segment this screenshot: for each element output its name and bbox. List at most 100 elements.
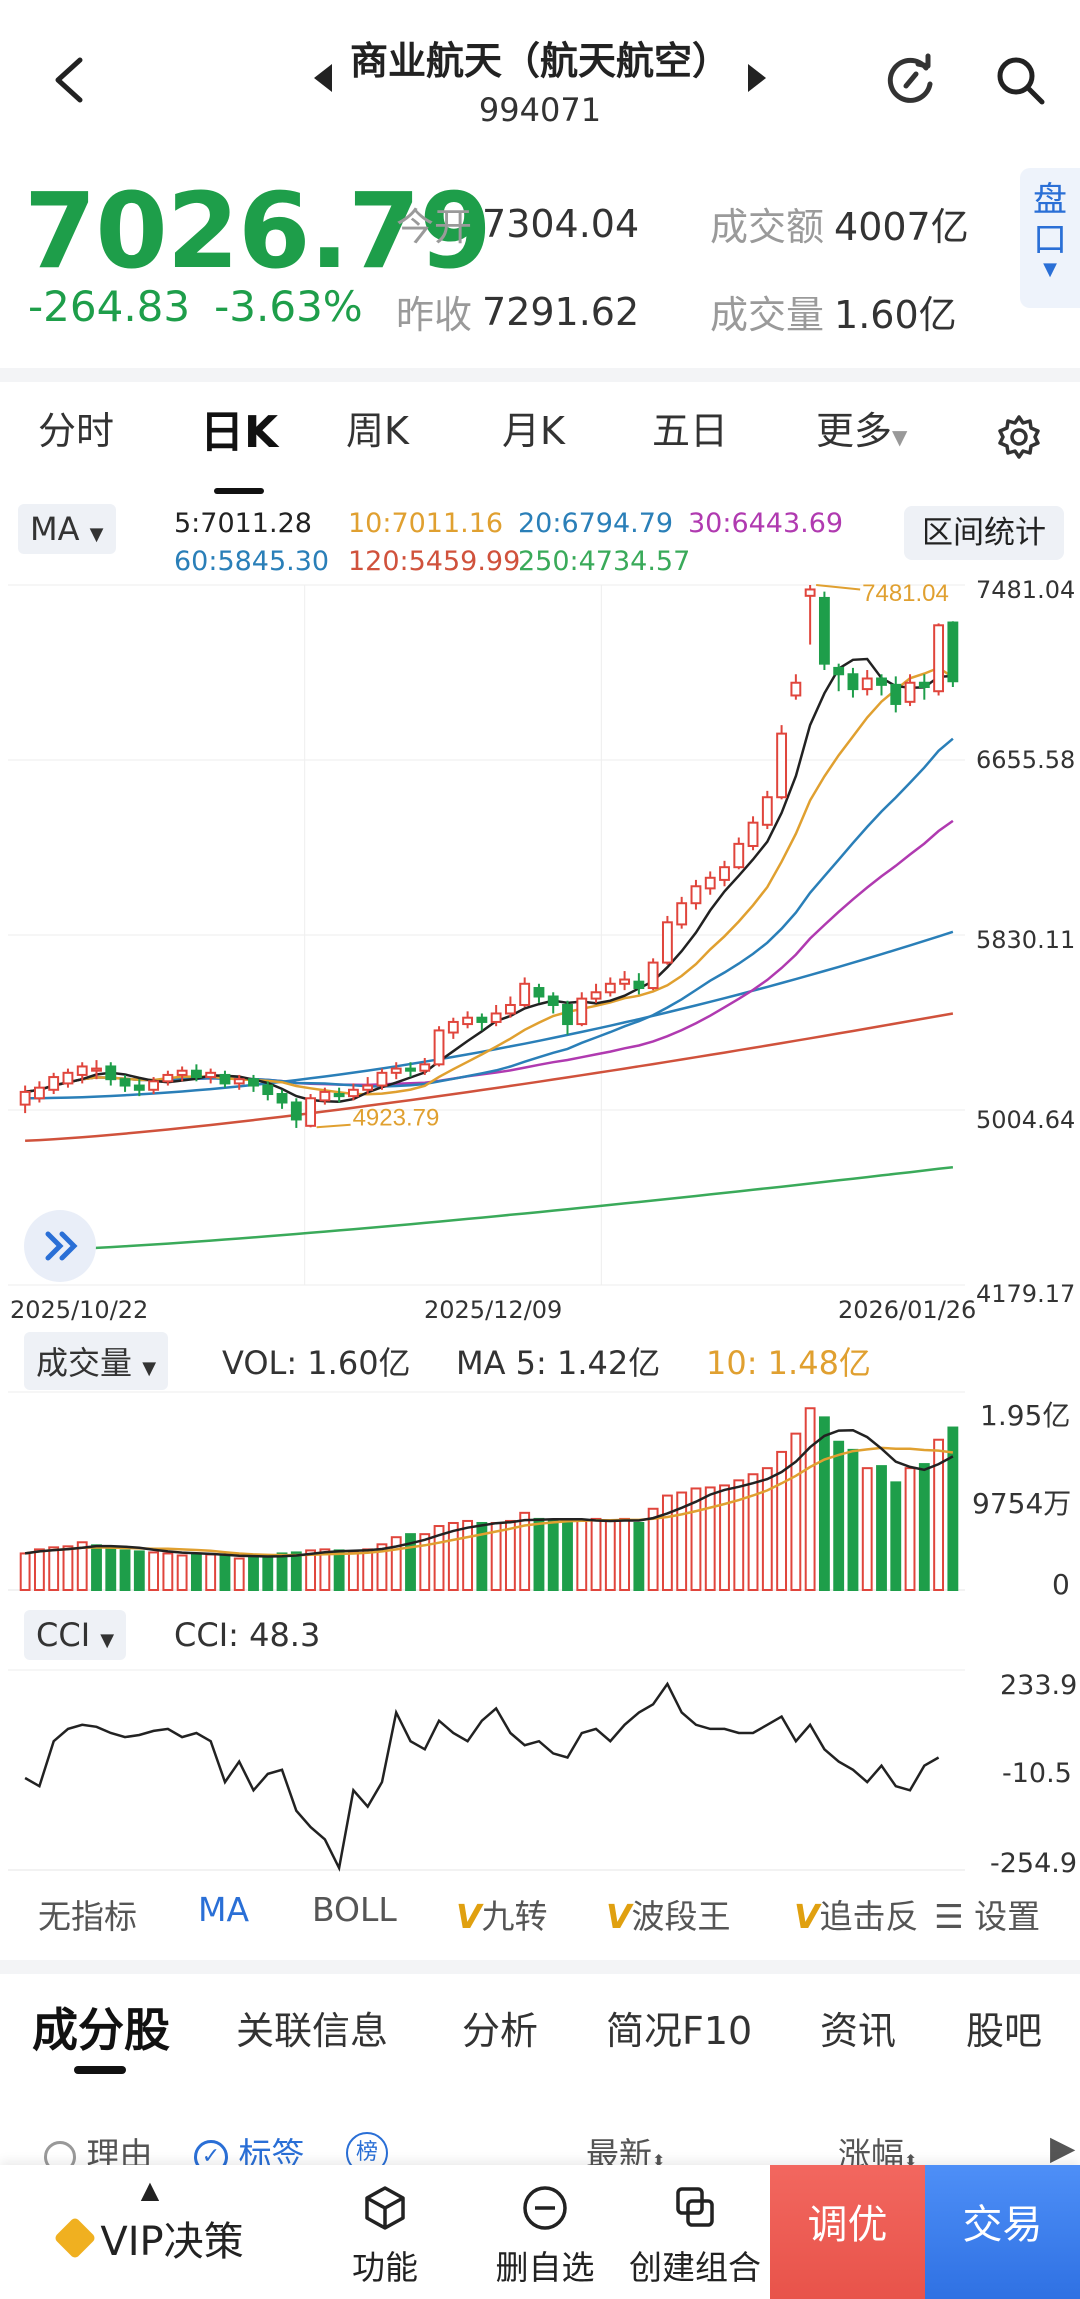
volume-bar [405,1533,416,1591]
tab-constituents[interactable]: 成分股 [32,2003,170,2057]
refresh-icon[interactable] [880,50,940,110]
candle-body [704,876,716,890]
volume-bar [476,1521,488,1591]
volume-bar [690,1487,702,1591]
volume-bar [790,1432,802,1591]
volume-bar [233,1557,245,1591]
expand-button[interactable] [24,1210,96,1282]
vip-button[interactable]: ▲ VIP决策 [40,2177,260,2267]
tab-monthly-k[interactable]: 月K [502,409,565,453]
tab-analysis[interactable]: 分析 [462,2009,539,2053]
candlestick-chart[interactable]: 7481.04 4923.79 [0,555,1080,1335]
vip-label: VIP决策 [100,2219,244,2265]
candle-body [176,1069,188,1076]
ind-none[interactable]: 无指标 [38,1897,137,1936]
remove-watchlist-button[interactable]: 删自选 [480,2183,610,2289]
volume-bar [319,1548,331,1591]
tab-five-day[interactable]: 五日 [652,409,729,453]
volume-bar [219,1555,231,1591]
tab-intraday[interactable]: 分时 [38,409,115,453]
cci-axis-label: -10.5 [1002,1758,1072,1789]
ind-settings[interactable]: ☰ 设置 [934,1890,1040,1938]
ma5-value: 5:7011.28 [174,508,312,539]
volume-bar [133,1550,145,1592]
ind-boduanwang[interactable]: V波段王 [606,1890,731,1938]
volume-bar [918,1463,930,1591]
candle-body [262,1084,274,1096]
ind-boll[interactable]: BOLL [312,1890,397,1929]
candle-body [676,902,688,926]
tab-f10[interactable]: 简况F10 [606,2009,753,2053]
candle-body [719,866,730,881]
volume-axis-label: 1.95亿 [980,1399,1071,1432]
divider [0,1960,1080,1974]
pankou-button[interactable]: 盘口 ▼ [1020,168,1080,308]
tab-news[interactable]: 资讯 [820,2009,897,2053]
candle-body [376,1071,388,1087]
candle-body [233,1078,245,1085]
combo-label: 创建组合 [629,2248,761,2287]
cci-line [24,1681,940,1872]
tune-button[interactable]: 调优 [770,2165,925,2299]
candle-body [333,1093,345,1098]
candle-body [733,842,745,869]
ind-ma[interactable]: MA [198,1890,250,1929]
date-axis-label: 2026/01/26 [838,1296,977,1324]
candle-body [818,596,830,665]
candle-body [248,1078,259,1087]
candle-body [433,1029,445,1066]
candle-body [647,961,659,990]
ma120-line [25,1012,954,1142]
candle-body [619,978,631,985]
function-button[interactable]: 功能 [330,2183,440,2289]
volume-bar [447,1521,459,1591]
volume-bar [818,1416,830,1592]
gear-icon[interactable] [996,414,1042,460]
candle-body [918,681,930,688]
tab-daily-k[interactable]: 日K [200,407,279,458]
ind-zhuiji[interactable]: V追击反 [794,1890,924,1938]
volume-bar [747,1473,759,1591]
price-axis-label: 7481.04 [976,576,1076,604]
trade-button[interactable]: 交易 [925,2165,1080,2299]
price-axis-label: 6655.58 [976,746,1076,774]
next-stock-icon[interactable] [748,64,766,92]
scroll-right-icon[interactable]: ▶ [1050,2128,1076,2167]
candle-body [162,1073,174,1083]
tab-more[interactable]: 更多▼ [816,400,907,455]
candle-body [390,1067,402,1074]
tab-forum[interactable]: 股吧 [966,2009,1043,2053]
volume-ma10-line [24,1446,954,1557]
range-stats-button[interactable]: 区间统计 [904,506,1064,560]
cci-selector[interactable]: CCI ▼ [24,1610,127,1660]
volume-bar [176,1554,188,1592]
candle-body [205,1071,217,1079]
volume-chart[interactable] [0,1380,1080,1600]
open-row: 今开 7304.04 [396,196,639,251]
volume-bar [933,1438,945,1591]
candle-body [804,588,816,597]
prev-stock-icon[interactable] [314,64,332,92]
back-icon[interactable] [40,40,100,120]
high-annotation: 7481.04 [862,580,949,607]
tab-weekly-k[interactable]: 周K [346,409,409,453]
create-combo-button[interactable]: 创建组合 [620,2183,770,2289]
candle-body [148,1080,160,1091]
ma-selector[interactable]: MA ▼ [18,504,116,554]
candle-body [290,1101,302,1121]
vol-value: VOL: 1.60亿 [222,1344,411,1382]
candle-body [761,796,773,826]
search-icon[interactable] [990,50,1050,110]
v-icon: V [794,1897,820,1936]
candle-body [48,1076,60,1091]
volume-bar [433,1525,445,1591]
tab-related-info[interactable]: 关联信息 [236,2009,389,2053]
volume-selector[interactable]: 成交量 ▼ [24,1332,169,1390]
volume-bar [504,1519,516,1591]
volume-bar [847,1448,859,1591]
ma20-value: 20:6794.79 [518,508,674,539]
candle-body [504,1003,516,1015]
volume-bar [248,1556,259,1591]
cci-chart[interactable] [0,1660,1080,1880]
ind-jiuzhuan[interactable]: V九转 [456,1890,548,1938]
